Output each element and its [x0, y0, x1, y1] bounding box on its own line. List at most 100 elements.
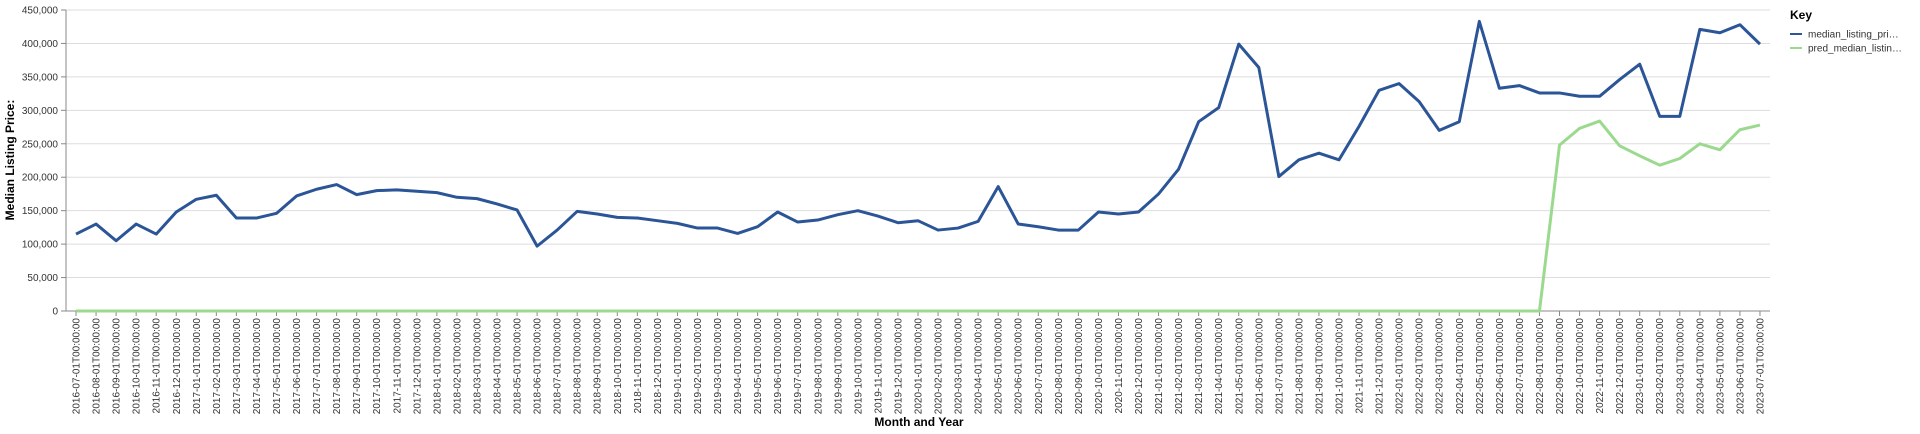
y-tick-label: 200,000: [22, 173, 59, 184]
x-tick-label: 2016-10-01T00:00:00: [132, 318, 143, 415]
x-tick-label: 2018-02-01T00:00:00: [452, 318, 463, 415]
x-tick-label: 2023-06-01T00:00:00: [1735, 318, 1746, 415]
x-tick-label: 2022-05-01T00:00:00: [1475, 318, 1486, 415]
x-tick-label: 2019-03-01T00:00:00: [713, 318, 724, 415]
x-tick-label: 2020-01-01T00:00:00: [914, 318, 925, 415]
x-tick-label: 2017-07-01T00:00:00: [312, 318, 323, 415]
x-tick-label: 2017-09-01T00:00:00: [352, 318, 363, 415]
x-tick-label: 2019-09-01T00:00:00: [833, 318, 844, 415]
x-tick-label: 2016-12-01T00:00:00: [172, 318, 183, 415]
x-tick-label: 2021-05-01T00:00:00: [1234, 318, 1245, 415]
y-tick-label: 50,000: [27, 273, 58, 284]
x-axis-title: Month and Year: [874, 415, 963, 429]
x-tick-label: 2020-06-01T00:00:00: [1014, 318, 1025, 415]
x-tick-label: 2021-08-01T00:00:00: [1294, 318, 1305, 415]
x-tick-label: 2022-11-01T00:00:00: [1595, 318, 1606, 414]
y-tick-label: 450,000: [22, 6, 59, 17]
x-tick-label: 2016-07-01T00:00:00: [72, 318, 83, 415]
x-tick-label: 2018-05-01T00:00:00: [513, 318, 524, 415]
x-tick-label: 2020-05-01T00:00:00: [994, 318, 1005, 415]
line-series: [76, 119, 1761, 313]
x-tick-label: 2018-10-01T00:00:00: [613, 318, 624, 415]
x-tick-label: 2019-10-01T00:00:00: [853, 318, 864, 415]
x-tick-label: 2021-12-01T00:00:00: [1375, 318, 1386, 415]
x-tick-label: 2023-07-01T00:00:00: [1755, 318, 1766, 415]
x-tick-label: 2022-10-01T00:00:00: [1575, 318, 1586, 415]
x-tick-label: 2019-05-01T00:00:00: [753, 318, 764, 415]
y-tick-label: 400,000: [22, 39, 59, 50]
x-tick-label: 2020-08-01T00:00:00: [1054, 318, 1065, 415]
x-tick-label: 2019-02-01T00:00:00: [693, 318, 704, 415]
x-tick-label: 2023-02-01T00:00:00: [1655, 318, 1666, 415]
x-tick-label: 2017-01-01T00:00:00: [192, 318, 203, 415]
x-tick-label: 2021-10-01T00:00:00: [1334, 318, 1345, 415]
legend-label: pred_median_listin…: [1808, 44, 1902, 55]
y-tick-label: 350,000: [22, 72, 59, 83]
x-tick-label: 2018-07-01T00:00:00: [553, 318, 564, 415]
x-tick-label: 2017-06-01T00:00:00: [292, 318, 303, 415]
x-tick-label: 2016-11-01T00:00:00: [152, 318, 163, 414]
x-tick-label: 2019-01-01T00:00:00: [673, 318, 684, 415]
x-tick-label: 2022-02-01T00:00:00: [1415, 318, 1426, 415]
x-tick-label: 2023-05-01T00:00:00: [1715, 318, 1726, 415]
x-tick-label: 2020-03-01T00:00:00: [954, 318, 965, 415]
x-tick-label: 2019-11-01T00:00:00: [873, 318, 884, 414]
x-tick-label: 2020-02-01T00:00:00: [934, 318, 945, 415]
x-tick-label: 2020-07-01T00:00:00: [1034, 318, 1045, 415]
x-tick-label: 2022-06-01T00:00:00: [1495, 318, 1506, 415]
x-tick-label: 2016-09-01T00:00:00: [112, 318, 123, 415]
line-series: [75, 19, 1762, 248]
x-tick-label: 2019-07-01T00:00:00: [793, 318, 804, 415]
x-tick-label: 2016-08-01T00:00:00: [92, 318, 103, 415]
x-tick-label: 2022-08-01T00:00:00: [1535, 318, 1546, 415]
x-tick-label: 2023-04-01T00:00:00: [1695, 318, 1706, 415]
x-tick-label: 2022-09-01T00:00:00: [1555, 318, 1566, 415]
x-tick-label: 2023-03-01T00:00:00: [1675, 318, 1686, 415]
y-tick-label: 150,000: [22, 206, 59, 217]
x-tick-label: 2020-12-01T00:00:00: [1134, 318, 1145, 415]
x-tick-label: 2017-12-01T00:00:00: [412, 318, 423, 415]
x-tick-label: 2017-04-01T00:00:00: [252, 318, 263, 415]
y-tick-label: 300,000: [22, 106, 59, 117]
x-tick-label: 2018-04-01T00:00:00: [493, 318, 504, 415]
x-tick-label: 2019-04-01T00:00:00: [733, 318, 744, 415]
x-tick-label: 2022-01-01T00:00:00: [1395, 318, 1406, 415]
x-tick-label: 2020-11-01T00:00:00: [1114, 318, 1125, 414]
x-tick-label: 2018-06-01T00:00:00: [533, 318, 544, 415]
x-tick-label: 2019-08-01T00:00:00: [813, 318, 824, 415]
x-tick-label: 2021-06-01T00:00:00: [1254, 318, 1265, 415]
x-tick-label: 2019-06-01T00:00:00: [773, 318, 784, 415]
x-tick-label: 2018-12-01T00:00:00: [653, 318, 664, 415]
x-tick-label: 2018-08-01T00:00:00: [573, 318, 584, 415]
x-tick-label: 2021-11-01T00:00:00: [1355, 318, 1366, 414]
x-tick-label: 2020-04-01T00:00:00: [974, 318, 985, 415]
x-tick-label: 2021-02-01T00:00:00: [1174, 318, 1185, 415]
x-tick-label: 2018-11-01T00:00:00: [633, 318, 644, 414]
x-tick-label: 2018-03-01T00:00:00: [472, 318, 483, 415]
x-tick-label: 2017-05-01T00:00:00: [272, 318, 283, 415]
x-tick-label: 2017-10-01T00:00:00: [372, 318, 383, 415]
x-tick-label: 2021-01-01T00:00:00: [1154, 318, 1165, 415]
x-tick-label: 2018-01-01T00:00:00: [432, 318, 443, 415]
x-tick-label: 2022-07-01T00:00:00: [1515, 318, 1526, 415]
y-axis-title: Median Listing Price:: [3, 100, 17, 221]
x-tick-label: 2021-03-01T00:00:00: [1194, 318, 1205, 415]
x-tick-label: 2020-09-01T00:00:00: [1074, 318, 1085, 415]
y-tick-label: 250,000: [22, 139, 59, 150]
y-tick-label: 0: [52, 307, 58, 318]
x-tick-label: 2019-12-01T00:00:00: [893, 318, 904, 415]
x-tick-label: 2017-08-01T00:00:00: [332, 318, 343, 415]
x-tick-label: 2022-04-01T00:00:00: [1455, 318, 1466, 415]
x-tick-label: 2017-03-01T00:00:00: [232, 318, 243, 415]
x-tick-label: 2021-07-01T00:00:00: [1274, 318, 1285, 415]
x-tick-label: 2022-12-01T00:00:00: [1615, 318, 1626, 415]
x-tick-label: 2021-09-01T00:00:00: [1314, 318, 1325, 415]
x-tick-label: 2017-11-01T00:00:00: [392, 318, 403, 414]
x-tick-label: 2017-02-01T00:00:00: [212, 318, 223, 415]
y-tick-label: 100,000: [22, 240, 59, 251]
legend-title: Key: [1790, 8, 1812, 22]
x-tick-label: 2022-03-01T00:00:00: [1435, 318, 1446, 415]
x-tick-label: 2021-04-01T00:00:00: [1214, 318, 1225, 415]
x-tick-label: 2020-10-01T00:00:00: [1094, 318, 1105, 415]
